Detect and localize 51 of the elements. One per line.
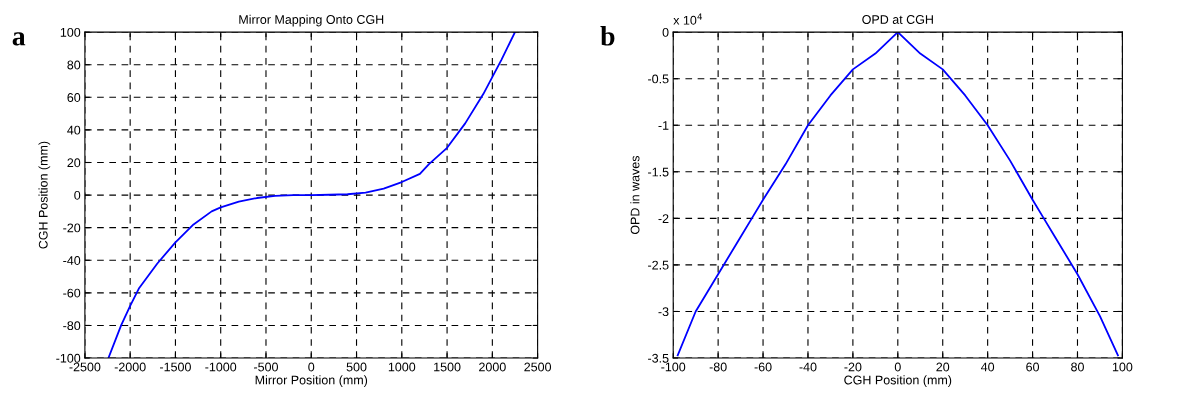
y-tick-label: -3 [658, 307, 669, 317]
text: x 10$^{4}$ [673, 13, 703, 25]
line-series [676, 32, 1119, 357]
x-tick-label: 0 [308, 362, 315, 372]
y-tick-label: 100 [60, 27, 81, 37]
y-tick-label: -20 [63, 223, 81, 233]
y-axis-title: OPD in waves [630, 155, 640, 235]
x-tick-label: -20 [844, 362, 862, 372]
x-tick-label: -1500 [160, 362, 191, 372]
x-tick-label: 100 [1112, 362, 1133, 372]
y-axis-title: CGH Position (mm) [38, 141, 51, 249]
x-axis-title: CGH Position (mm) [844, 375, 952, 387]
x-tick-label: 80 [1071, 362, 1084, 372]
x-axis-title: Mirror Position (mm) [255, 375, 368, 387]
x-tick-label: 2500 [524, 362, 552, 372]
y-tick-label: -3.5 [648, 353, 669, 363]
x-tick-label: 20 [936, 362, 950, 372]
y-tick-label: 0 [662, 27, 669, 37]
x-tick-label: -1000 [205, 362, 237, 372]
x-tick-label: -2000 [114, 362, 146, 372]
y-tick-label: -40 [63, 256, 81, 265]
text: b [600, 26, 615, 46]
y-tick-label: 40 [67, 125, 81, 135]
line-series [107, 32, 516, 359]
y-tick-label: -60 [63, 288, 81, 298]
y-tick-label: -80 [63, 321, 81, 331]
x-tick-label: -60 [754, 362, 772, 372]
x-tick-label: -40 [799, 362, 817, 372]
y-tick-label: -2.5 [648, 260, 669, 270]
x-tick-label: -80 [709, 362, 727, 372]
y-tick-label: 60 [67, 93, 81, 102]
x-tick-label: 2000 [479, 362, 506, 372]
y-tick-label: -100 [56, 353, 81, 363]
x-tick-label: 0 [894, 362, 901, 372]
y-tick-label: -1 [658, 121, 669, 130]
y-tick-label: 20 [67, 158, 81, 168]
x-tick-label: 60 [1026, 362, 1040, 372]
x-tick-label: -500 [254, 362, 278, 372]
chart-title: OPD at CGH [862, 15, 933, 24]
y-tick-label: -0.5 [648, 74, 669, 84]
x-tick-label: 500 [346, 362, 367, 372]
text: a [12, 32, 26, 46]
y-tick-label: -2 [658, 214, 669, 223]
x-tick-label: 40 [980, 362, 995, 372]
y-tick-label: 0 [74, 190, 81, 200]
y-tick-label: -1.5 [648, 167, 669, 177]
x-tick-label: 1000 [388, 362, 416, 372]
x-tick-label: -2500 [69, 362, 101, 372]
y-tick-label: 80 [67, 60, 81, 70]
chart-title: Mirror Mapping Onto CGH [239, 14, 384, 27]
x-tick-label: 1500 [434, 362, 461, 372]
